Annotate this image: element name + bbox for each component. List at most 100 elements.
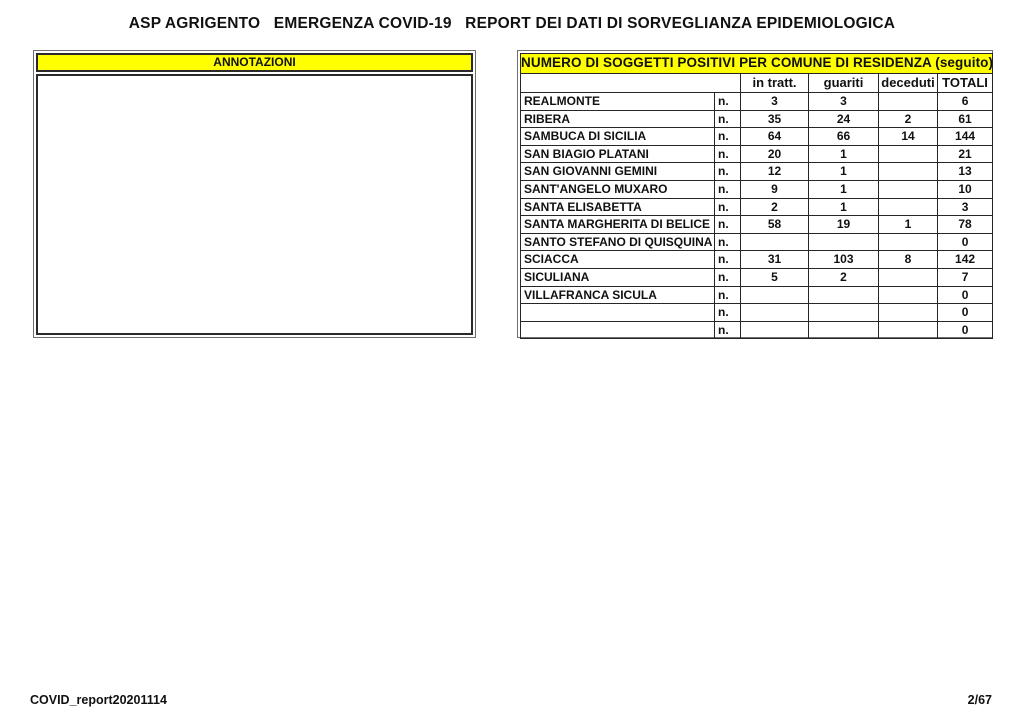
deceduti-value: 8 [878, 250, 938, 269]
unit-label: n. [714, 92, 741, 111]
column-header-row: in tratt. guariti deceduti TOTALI [520, 73, 994, 93]
comune-header-spacer [520, 73, 741, 93]
table-body: REALMONTE n. 3 3 6 RIBERA n. 35 24 2 61 … [520, 92, 994, 340]
guariti-value: 24 [808, 109, 879, 129]
guariti-value: 1 [808, 162, 879, 181]
page-title: ASP AGRIGENTO EMERGENZA COVID-19 REPORT … [128, 15, 896, 32]
comune-name: RIBERA [520, 109, 715, 129]
comune-name: SAMBUCA DI SICILIA [520, 127, 715, 146]
in-tratt-value [740, 303, 809, 322]
comune-name: SCIACCA [520, 250, 715, 269]
comune-name [520, 303, 715, 322]
table-row: SICULIANA n. 5 2 7 [520, 267, 994, 287]
guariti-value [808, 232, 879, 252]
annotations-content [36, 74, 473, 335]
deceduti-value [878, 320, 938, 340]
comune-name: SANTA MARGHERITA DI BELICE [520, 215, 715, 234]
deceduti-value: 2 [878, 109, 938, 129]
in-tratt-value: 58 [740, 215, 809, 234]
unit-label: n. [714, 320, 741, 340]
table-row: SCIACCA n. 31 103 8 142 [520, 250, 994, 269]
unit-label: n. [714, 232, 741, 252]
table-row: SAMBUCA DI SICILIA n. 64 66 14 144 [520, 127, 994, 146]
col-header-deceduti: deceduti [878, 73, 938, 93]
guariti-value: 1 [808, 197, 879, 217]
table-row: VILLAFRANCA SICULA n. 0 [520, 285, 994, 305]
annotations-header: ANNOTAZIONI [36, 53, 473, 72]
in-tratt-value: 9 [740, 179, 809, 199]
unit-label: n. [714, 197, 741, 217]
table-row: REALMONTE n. 3 3 6 [520, 92, 994, 111]
totali-value: 21 [936, 144, 994, 164]
deceduti-value: 1 [878, 215, 938, 234]
unit-label: n. [714, 109, 741, 129]
deceduti-value: 14 [878, 127, 938, 146]
in-tratt-value: 31 [740, 250, 809, 269]
totali-value: 3 [936, 197, 994, 217]
table-row: SANT'ANGELO MUXARO n. 9 1 10 [520, 179, 994, 199]
unit-label: n. [714, 215, 741, 234]
totali-value: 7 [936, 267, 994, 287]
table-title-row: NUMERO DI SOGGETTI POSITIVI PER COMUNE D… [519, 53, 994, 74]
comune-name: VILLAFRANCA SICULA [520, 285, 715, 305]
in-tratt-value [740, 320, 809, 340]
guariti-value [808, 303, 879, 322]
totali-value: 78 [936, 215, 994, 234]
comune-name: SAN BIAGIO PLATANI [520, 144, 715, 164]
in-tratt-value [740, 232, 809, 252]
guariti-value: 2 [808, 267, 879, 287]
table-row: n. 0 [520, 320, 994, 340]
guariti-value: 3 [808, 92, 879, 111]
guariti-value: 1 [808, 144, 879, 164]
table-row: SAN BIAGIO PLATANI n. 20 1 21 [520, 144, 994, 164]
unit-label: n. [714, 162, 741, 181]
in-tratt-value: 3 [740, 92, 809, 111]
totali-value: 142 [936, 250, 994, 269]
unit-label: n. [714, 267, 741, 287]
table-row: SANTA MARGHERITA DI BELICE n. 58 19 1 78 [520, 215, 994, 234]
comune-name: REALMONTE [520, 92, 715, 111]
guariti-value: 66 [808, 127, 879, 146]
page-number: 2/67 [967, 693, 992, 707]
guariti-value: 1 [808, 179, 879, 199]
comune-name: SANT'ANGELO MUXARO [520, 179, 715, 199]
unit-label: n. [714, 144, 741, 164]
in-tratt-value: 20 [740, 144, 809, 164]
unit-label: n. [714, 179, 741, 199]
totali-value: 0 [936, 285, 994, 305]
table-row: RIBERA n. 35 24 2 61 [520, 109, 994, 129]
in-tratt-value: 5 [740, 267, 809, 287]
in-tratt-value: 35 [740, 109, 809, 129]
table-row: SAN GIOVANNI GEMINI n. 12 1 13 [520, 162, 994, 181]
annotations-box: ANNOTAZIONI [33, 50, 476, 338]
table-row: n. 0 [520, 303, 994, 322]
table-title: NUMERO DI SOGGETTI POSITIVI PER COMUNE D… [519, 53, 994, 74]
unit-label: n. [714, 127, 741, 146]
comune-name: SANTA ELISABETTA [520, 197, 715, 217]
col-header-in-tratt: in tratt. [740, 73, 809, 93]
totali-value: 144 [936, 127, 994, 146]
totali-value: 61 [936, 109, 994, 129]
guariti-value [808, 320, 879, 340]
totali-value: 0 [936, 320, 994, 340]
deceduti-value [878, 179, 938, 199]
in-tratt-value: 12 [740, 162, 809, 181]
table-row: SANTA ELISABETTA n. 2 1 3 [520, 197, 994, 217]
guariti-value: 19 [808, 215, 879, 234]
deceduti-value [878, 144, 938, 164]
totali-value: 10 [936, 179, 994, 199]
deceduti-value [878, 92, 938, 111]
unit-label: n. [714, 250, 741, 269]
comune-name: SANTO STEFANO DI QUISQUINA [520, 232, 715, 252]
comune-name: SICULIANA [520, 267, 715, 287]
deceduti-value [878, 267, 938, 287]
unit-label: n. [714, 303, 741, 322]
totali-value: 0 [936, 303, 994, 322]
guariti-value [808, 285, 879, 305]
positives-table-box: NUMERO DI SOGGETTI POSITIVI PER COMUNE D… [517, 50, 994, 340]
in-tratt-value [740, 285, 809, 305]
totali-value: 0 [936, 232, 994, 252]
comune-name [520, 320, 715, 340]
totali-value: 6 [936, 92, 994, 111]
unit-label: n. [714, 285, 741, 305]
